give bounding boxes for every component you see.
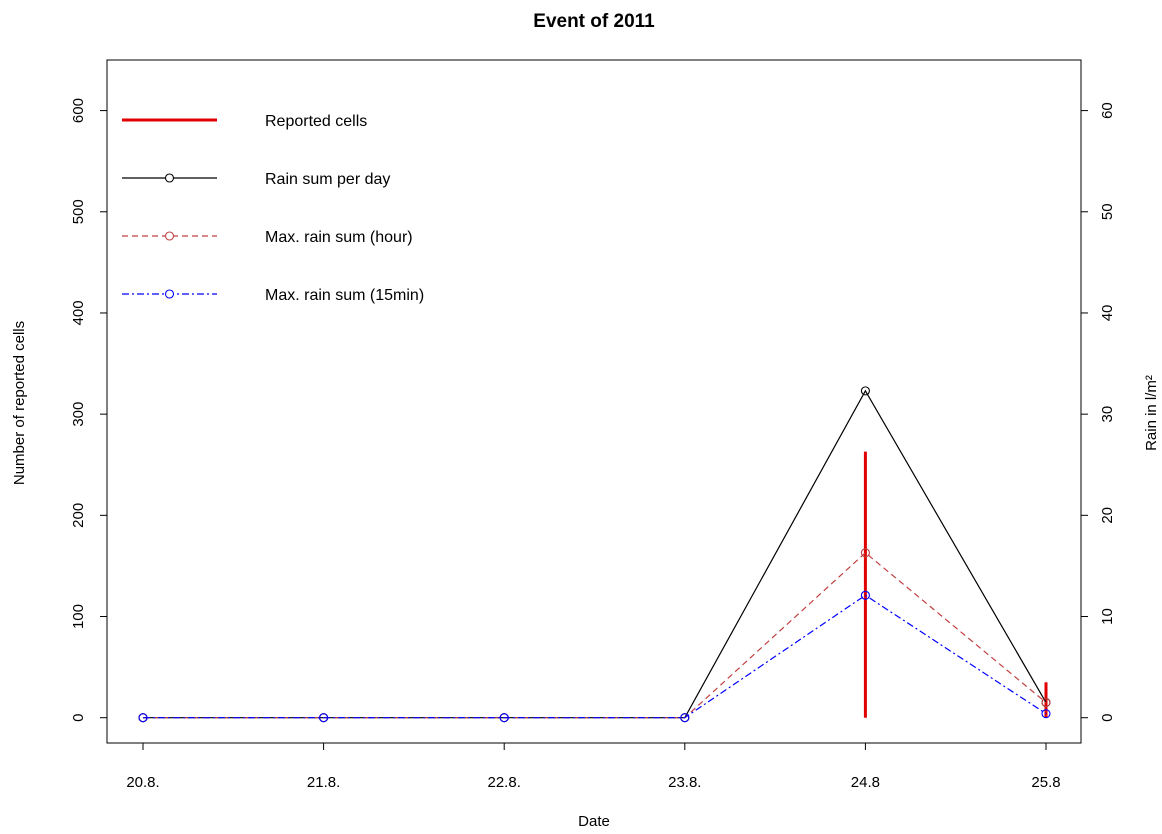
left-tick-label: 600: [70, 98, 87, 123]
right-tick-label: 60: [1099, 102, 1116, 119]
right-tick-label: 0: [1099, 714, 1116, 722]
left-y-axis: 0 100 200 300 400 500 600: [70, 98, 108, 722]
series-2: [138, 548, 1051, 723]
left-tick-label: 0: [70, 714, 87, 722]
data-point: [499, 713, 509, 723]
series-layer: [138, 386, 1051, 723]
x-tick-label: 23.8.: [668, 774, 701, 791]
legend-label: Max. rain sum (15min): [265, 287, 424, 304]
data-point: [319, 713, 329, 723]
legend-swatch-marker: [164, 231, 175, 241]
right-tick-label: 20: [1099, 507, 1116, 524]
data-point: [1041, 697, 1051, 708]
x-axis-label: Date: [578, 813, 610, 830]
left-tick-label: 100: [70, 604, 87, 629]
legend-swatch-marker: [164, 173, 175, 183]
chart-title: Event of 2011: [533, 11, 655, 32]
right-y-axis: 0 10 20 30 40 50 60: [1080, 102, 1116, 722]
legend-swatch-marker: [164, 289, 175, 299]
series-line: [143, 551, 1047, 719]
x-axis: 20.8. 21.8. 22.8. 23.8. 24.8 25.8: [126, 742, 1061, 791]
series-line: [143, 389, 1047, 719]
left-tick-label: 500: [70, 199, 87, 224]
data-point: [138, 713, 148, 723]
right-tick-label: 10: [1099, 608, 1116, 625]
legend-label: Rain sum per day: [265, 171, 390, 188]
legend: Reported cells Rain sum per day Max. rain …: [122, 113, 424, 304]
right-tick-label: 30: [1099, 406, 1116, 423]
data-point: [860, 548, 870, 558]
x-tick-label: 21.8.: [307, 774, 340, 791]
series-0: [863, 451, 1048, 718]
data-point: [680, 713, 690, 723]
series-3: [138, 590, 1051, 723]
legend-label: Max. rain sum (hour): [265, 229, 413, 246]
series-1: [138, 386, 1051, 723]
x-tick-label: 20.8.: [126, 774, 159, 791]
data-point: [860, 386, 870, 396]
data-point: [1041, 709, 1051, 719]
right-y-axis-label: Rain in l/m²: [1143, 375, 1160, 451]
right-tick-label: 50: [1099, 203, 1116, 220]
x-tick-label: 22.8.: [488, 774, 521, 791]
x-tick-label: 24.8: [851, 774, 880, 791]
right-tick-label: 40: [1099, 305, 1116, 322]
data-point: [860, 590, 870, 600]
legend-label: Reported cells: [265, 113, 367, 130]
x-tick-label: 25.8: [1031, 774, 1060, 791]
left-tick-label: 200: [70, 503, 87, 528]
left-y-axis-label: Number of reported cells: [11, 321, 28, 485]
left-tick-label: 400: [70, 300, 87, 325]
series-line: [143, 594, 1047, 719]
left-tick-label: 300: [70, 402, 87, 427]
